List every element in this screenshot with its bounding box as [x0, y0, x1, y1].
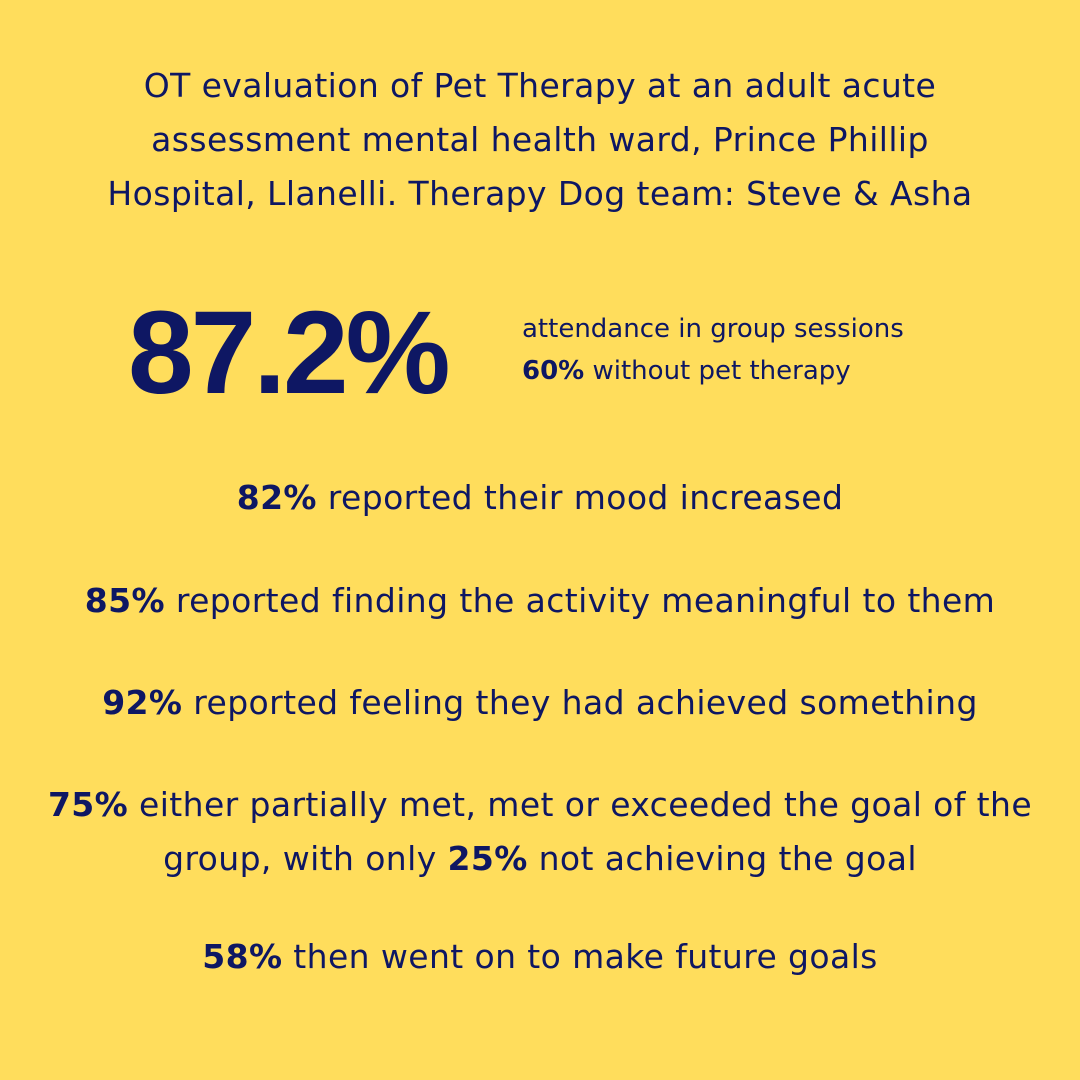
attendance-description: attendance in group sessions 60% without… [522, 308, 904, 392]
stat-percentage: 92% [102, 683, 183, 722]
stat-goal: 75% either partially met, met or exceede… [20, 778, 1060, 886]
stat-text: group, with only [163, 839, 448, 878]
stat-text: not achieving the goal [527, 839, 917, 878]
stat-text: then went on to make future goals [282, 937, 878, 976]
stat-percentage: 58% [202, 937, 283, 976]
stat-percentage: 82% [236, 478, 317, 517]
stat-meaningful: 85% reported finding the activity meanin… [20, 574, 1060, 628]
title-line-2: assessment mental health ward, Prince Ph… [151, 120, 929, 159]
stat-percentage: 75% [47, 785, 129, 824]
hero-stat-block: 87.2% attendance in group sessions 60% w… [0, 288, 1080, 418]
comparison-percentage: 60% [522, 356, 585, 386]
stat-text: reported their mood increased [316, 478, 844, 517]
stat-percentage-secondary: 25% [447, 839, 528, 878]
stat-text: reported feeling they had achieved somet… [182, 683, 978, 722]
title-line-1: OT evaluation of Pet Therapy at an adult… [143, 66, 937, 105]
attendance-label: attendance in group sessions [522, 314, 904, 344]
stat-achieved: 92% reported feeling they had achieved s… [20, 676, 1060, 730]
stat-text: reported finding the activity meaningful… [164, 581, 996, 620]
stat-mood: 82% reported their mood increased [20, 471, 1060, 525]
stat-text: either partially met, met or exceeded th… [128, 785, 1033, 824]
attendance-percentage: 87.2% [128, 287, 451, 419]
title-line-3: Hospital, Llanelli. Therapy Dog team: St… [107, 174, 973, 213]
page-title: OT evaluation of Pet Therapy at an adult… [40, 59, 1040, 221]
stat-future-goals: 58% then went on to make future goals [20, 930, 1060, 984]
comparison-line: 60% without pet therapy [522, 350, 904, 392]
stat-percentage: 85% [84, 581, 165, 620]
comparison-text: without pet therapy [584, 356, 851, 386]
